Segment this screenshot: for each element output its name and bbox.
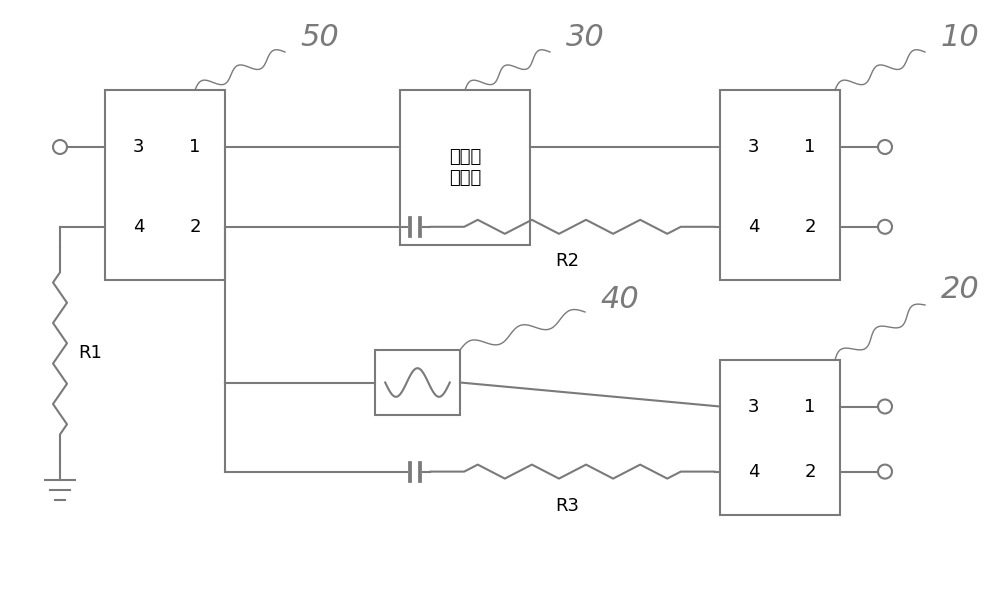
- Bar: [720, 360, 840, 515]
- Text: R1: R1: [78, 345, 102, 362]
- Bar: [400, 90, 530, 245]
- Text: 30: 30: [566, 23, 604, 52]
- Text: 1: 1: [804, 397, 816, 415]
- Text: 1: 1: [189, 138, 201, 156]
- Text: R2: R2: [556, 252, 580, 270]
- Text: 2: 2: [189, 218, 201, 236]
- Text: R3: R3: [556, 497, 580, 515]
- Text: 2: 2: [804, 218, 816, 236]
- Text: 4: 4: [748, 462, 759, 481]
- Text: 3: 3: [748, 397, 759, 415]
- Bar: [720, 90, 840, 280]
- Text: 3: 3: [748, 138, 759, 156]
- Text: 50: 50: [301, 23, 339, 52]
- Text: 3: 3: [133, 138, 144, 156]
- Text: 4: 4: [748, 218, 759, 236]
- Text: 4: 4: [133, 218, 144, 236]
- Text: 20: 20: [941, 275, 979, 305]
- Text: 10: 10: [941, 23, 979, 52]
- Text: 2: 2: [804, 462, 816, 481]
- Text: 补偿移
相电路: 补偿移 相电路: [449, 148, 481, 187]
- Text: 1: 1: [804, 138, 816, 156]
- Bar: [105, 90, 225, 280]
- Text: 40: 40: [601, 286, 639, 315]
- Bar: [375, 350, 460, 415]
